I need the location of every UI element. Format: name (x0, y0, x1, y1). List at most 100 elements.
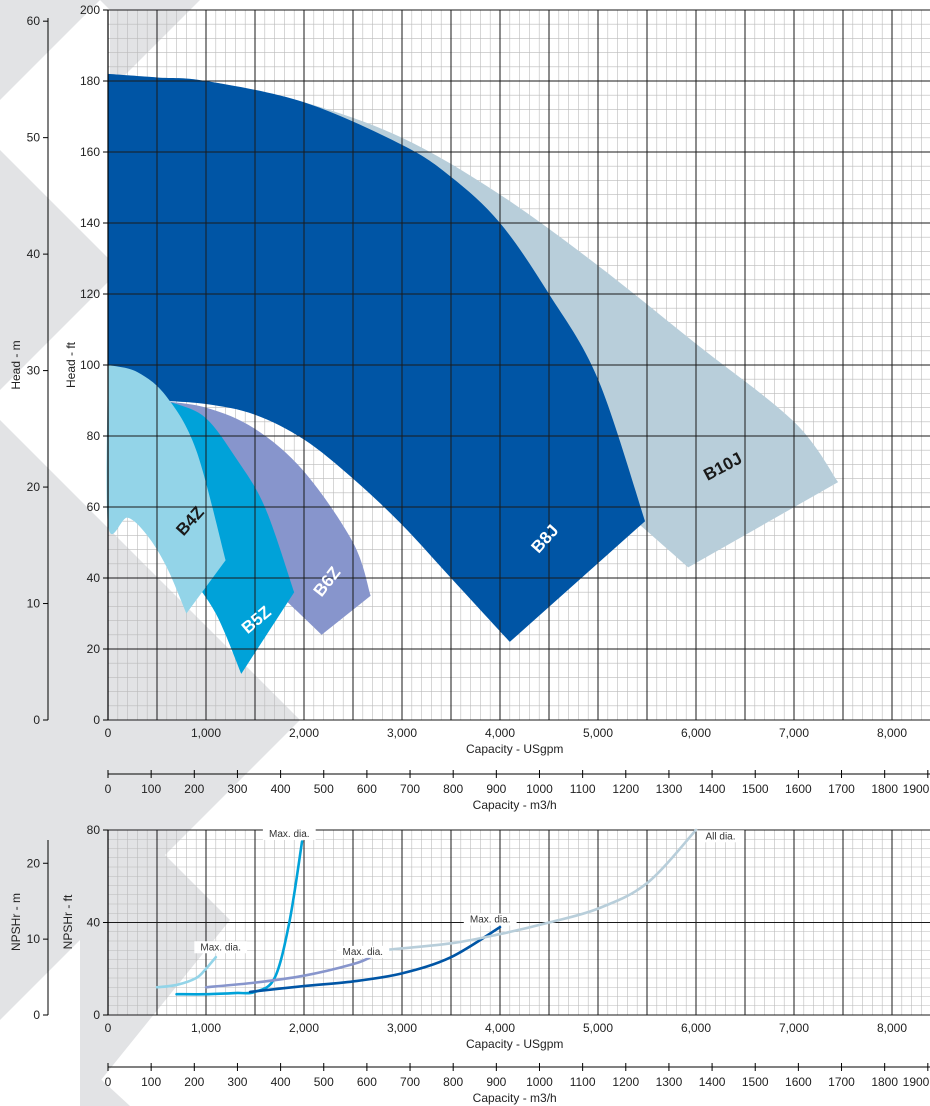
capacity-m3h-tick-label: 1300 (656, 1075, 683, 1089)
capacity-m3h-axis-title: Capacity - m3/h (473, 1091, 557, 1105)
capacity-m3h-tick-label: 300 (227, 782, 247, 796)
annotation-background (262, 827, 316, 840)
capacity-usgpm-tick-label: 0 (105, 1021, 112, 1035)
watermark-shape (0, 0, 100, 100)
capacity-m3h-tick-label: 1100 (570, 782, 596, 796)
npshr-annotation: Max. dia. (200, 942, 241, 953)
capacity-m3h-tick-label: 500 (314, 782, 334, 796)
watermark-shape (0, 150, 120, 390)
capacity-m3h-tick-label: 900 (486, 782, 506, 796)
capacity-usgpm-tick-label: 1,000 (191, 1021, 221, 1035)
npshr-annotation: Max. dia. (269, 829, 310, 840)
head-m-tick-label: 40 (27, 247, 41, 261)
capacity-m3h-tick-label: 1900 (903, 1075, 930, 1089)
capacity-m3h-tick-label: 1000 (526, 782, 553, 796)
capacity-m3h-tick-label: 1300 (656, 782, 683, 796)
annotation-background (336, 945, 390, 958)
npshr-annotation: Max. dia. (343, 947, 384, 958)
head-m-axis-title: Head - m (9, 340, 23, 389)
npshr-m-tick-label: 0 (33, 1008, 40, 1022)
head-m-tick-label: 60 (27, 14, 41, 28)
capacity-m3h-tick-label: 700 (400, 782, 420, 796)
head-m-tick-label: 30 (27, 364, 41, 378)
bottom-major-grid (107, 829, 930, 1016)
capacity-m3h-tick-label: 1200 (612, 1075, 639, 1089)
capacity-usgpm-tick-label: 4,000 (485, 1021, 515, 1035)
capacity-m3h-tick-label: 1900 (903, 782, 930, 796)
head-ft-tick-label: 60 (87, 500, 101, 514)
npshr-ft-axis-title: NPSHr - ft (61, 894, 75, 949)
npshr-curve-b6z (204, 955, 372, 989)
capacity-usgpm-tick-label: 8,000 (877, 726, 907, 740)
watermark-shape (80, 1060, 130, 1106)
capacity-usgpm-tick-label: 7,000 (779, 726, 809, 740)
capacity-usgpm-axis-title: Capacity - USgpm (466, 742, 563, 756)
npshr-curve-b4z (155, 955, 218, 989)
capacity-usgpm-tick-label: 5,000 (583, 726, 613, 740)
capacity-usgpm-tick-label: 0 (105, 726, 112, 740)
head-ft-tick-label: 120 (80, 287, 100, 301)
annotation-background (463, 913, 517, 926)
capacity-m3h-tick-label: 1800 (871, 1075, 898, 1089)
npshr-ft-tick-label: 80 (87, 823, 101, 837)
head-ft-tick-label: 0 (93, 713, 100, 727)
capacity-m3h-tick-label: 1600 (785, 782, 812, 796)
region-b4z (106, 365, 226, 614)
capacity-m3h-tick-label: 200 (184, 782, 204, 796)
npshr-m-tick-label: 10 (27, 932, 41, 946)
capacity-usgpm-tick-label: 3,000 (387, 726, 417, 740)
npshr-annotation: All dia. (705, 831, 735, 842)
capacity-usgpm-tick-label: 2,000 (289, 1021, 319, 1035)
capacity-m3h-tick-label: 1100 (570, 1075, 596, 1089)
head-m-tick-label: 50 (27, 131, 41, 145)
capacity-m3h-tick-label: 600 (357, 782, 377, 796)
head-ft-axis-title: Head - ft (64, 341, 78, 388)
head-ft-tick-label: 180 (80, 74, 100, 88)
capacity-m3h-tick-label: 1800 (871, 782, 898, 796)
capacity-m3h-tick-label: 800 (443, 782, 463, 796)
annotation-background (194, 941, 248, 954)
capacity-usgpm-tick-label: 6,000 (681, 726, 711, 740)
capacity-usgpm-tick-label: 7,000 (779, 1021, 809, 1035)
head-m-tick-label: 20 (27, 480, 41, 494)
capacity-m3h-axis-title: Capacity - m3/h (473, 798, 557, 812)
capacity-usgpm-tick-label: 2,000 (289, 726, 319, 740)
npshr-curve-b10j (381, 828, 698, 952)
capacity-m3h-tick-label: 1500 (742, 782, 769, 796)
watermark-shape (100, 0, 200, 90)
capacity-m3h-tick-label: 1400 (699, 1075, 726, 1089)
npshr-ft-tick-label: 40 (87, 916, 101, 930)
capacity-usgpm-tick-label: 5,000 (583, 1021, 613, 1035)
top-axes: 0 20 40 60 80 100 120 140 160 180 200 0 10 20 30 40 50 60… (9, 3, 930, 812)
head-ft-tick-label: 160 (80, 145, 100, 159)
capacity-usgpm-tick-label: 8,000 (877, 1021, 907, 1035)
capacity-m3h-tick-label: 1000 (526, 1075, 553, 1089)
capacity-m3h-tick-label: 1600 (785, 1075, 812, 1089)
head-ft-tick-label: 200 (80, 3, 100, 17)
capacity-m3h-tick-label: 400 (271, 1075, 291, 1089)
capacity-m3h-tick-label: 900 (486, 1075, 506, 1089)
capacity-m3h-tick-label: 400 (271, 782, 291, 796)
capacity-usgpm-tick-label: 6,000 (681, 1021, 711, 1035)
head-ft-tick-label: 40 (87, 571, 101, 585)
npshr-m-tick-label: 20 (27, 856, 41, 870)
capacity-usgpm-tick-label: 3,000 (387, 1021, 417, 1035)
capacity-m3h-tick-label: 1400 (699, 782, 726, 796)
capacity-m3h-tick-label: 700 (400, 1075, 420, 1089)
capacity-m3h-tick-label: 500 (314, 1075, 334, 1089)
region-b8j (108, 73, 646, 642)
head-m-tick-label: 10 (27, 597, 41, 611)
head-m-tick-label: 0 (33, 713, 40, 727)
head-ft-tick-label: 140 (80, 216, 100, 230)
capacity-m3h-tick-label: 100 (141, 782, 161, 796)
pump-curve-regions (106, 73, 839, 674)
capacity-m3h-tick-label: 1500 (742, 1075, 769, 1089)
capacity-m3h-tick-label: 200 (184, 1075, 204, 1089)
npshr-curves (155, 828, 698, 996)
capacity-m3h-tick-label: 0 (105, 1075, 112, 1089)
capacity-m3h-tick-label: 1200 (612, 782, 639, 796)
capacity-m3h-tick-label: 800 (443, 1075, 463, 1089)
capacity-usgpm-axis-title: Capacity - USgpm (466, 1037, 563, 1051)
